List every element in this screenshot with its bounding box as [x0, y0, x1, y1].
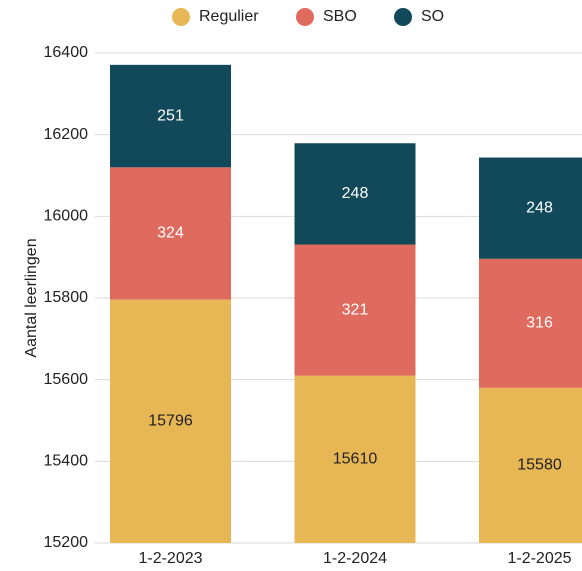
y-tick-label: 16200 [44, 126, 89, 143]
legend-label: SBO [323, 8, 357, 25]
x-tick-label: 1-2-2024 [323, 550, 387, 567]
bar-value-label: 15796 [148, 413, 193, 430]
legend-swatch [394, 8, 412, 26]
legend-swatch [172, 8, 190, 26]
x-tick-label: 1-2-2025 [507, 550, 571, 567]
bar-value-label: 251 [157, 107, 184, 124]
bar-value-label: 15580 [517, 457, 562, 474]
legend-label: Regulier [199, 8, 259, 25]
y-axis-label: Aantal leerlingen [23, 238, 40, 357]
x-tick-label: 1-2-2023 [138, 550, 202, 567]
bar-value-label: 248 [342, 185, 369, 202]
bar-segment [294, 375, 416, 543]
bar-segment [479, 157, 582, 259]
bar-segment [294, 244, 416, 376]
bar-value-label: 324 [157, 225, 184, 242]
bar-value-label: 15610 [333, 451, 378, 468]
y-tick-label: 15600 [44, 371, 89, 388]
legend-swatch [296, 8, 314, 26]
y-tick-label: 16000 [44, 208, 89, 225]
bar-segment [110, 167, 231, 300]
y-tick-label: 15400 [44, 453, 89, 470]
bar-value-label: 316 [526, 315, 553, 332]
bar-segment [294, 143, 416, 245]
bar-segment [479, 387, 582, 543]
y-tick-label: 15800 [44, 289, 89, 306]
y-tick-label: 15200 [44, 534, 89, 551]
bar-segment [110, 64, 231, 168]
bar-segment [479, 258, 582, 388]
y-tick-label: 16400 [44, 44, 89, 61]
bar-segment [110, 299, 231, 543]
bar-value-label: 248 [526, 199, 553, 216]
bar-value-label: 321 [342, 301, 369, 318]
legend-label: SO [421, 8, 444, 25]
